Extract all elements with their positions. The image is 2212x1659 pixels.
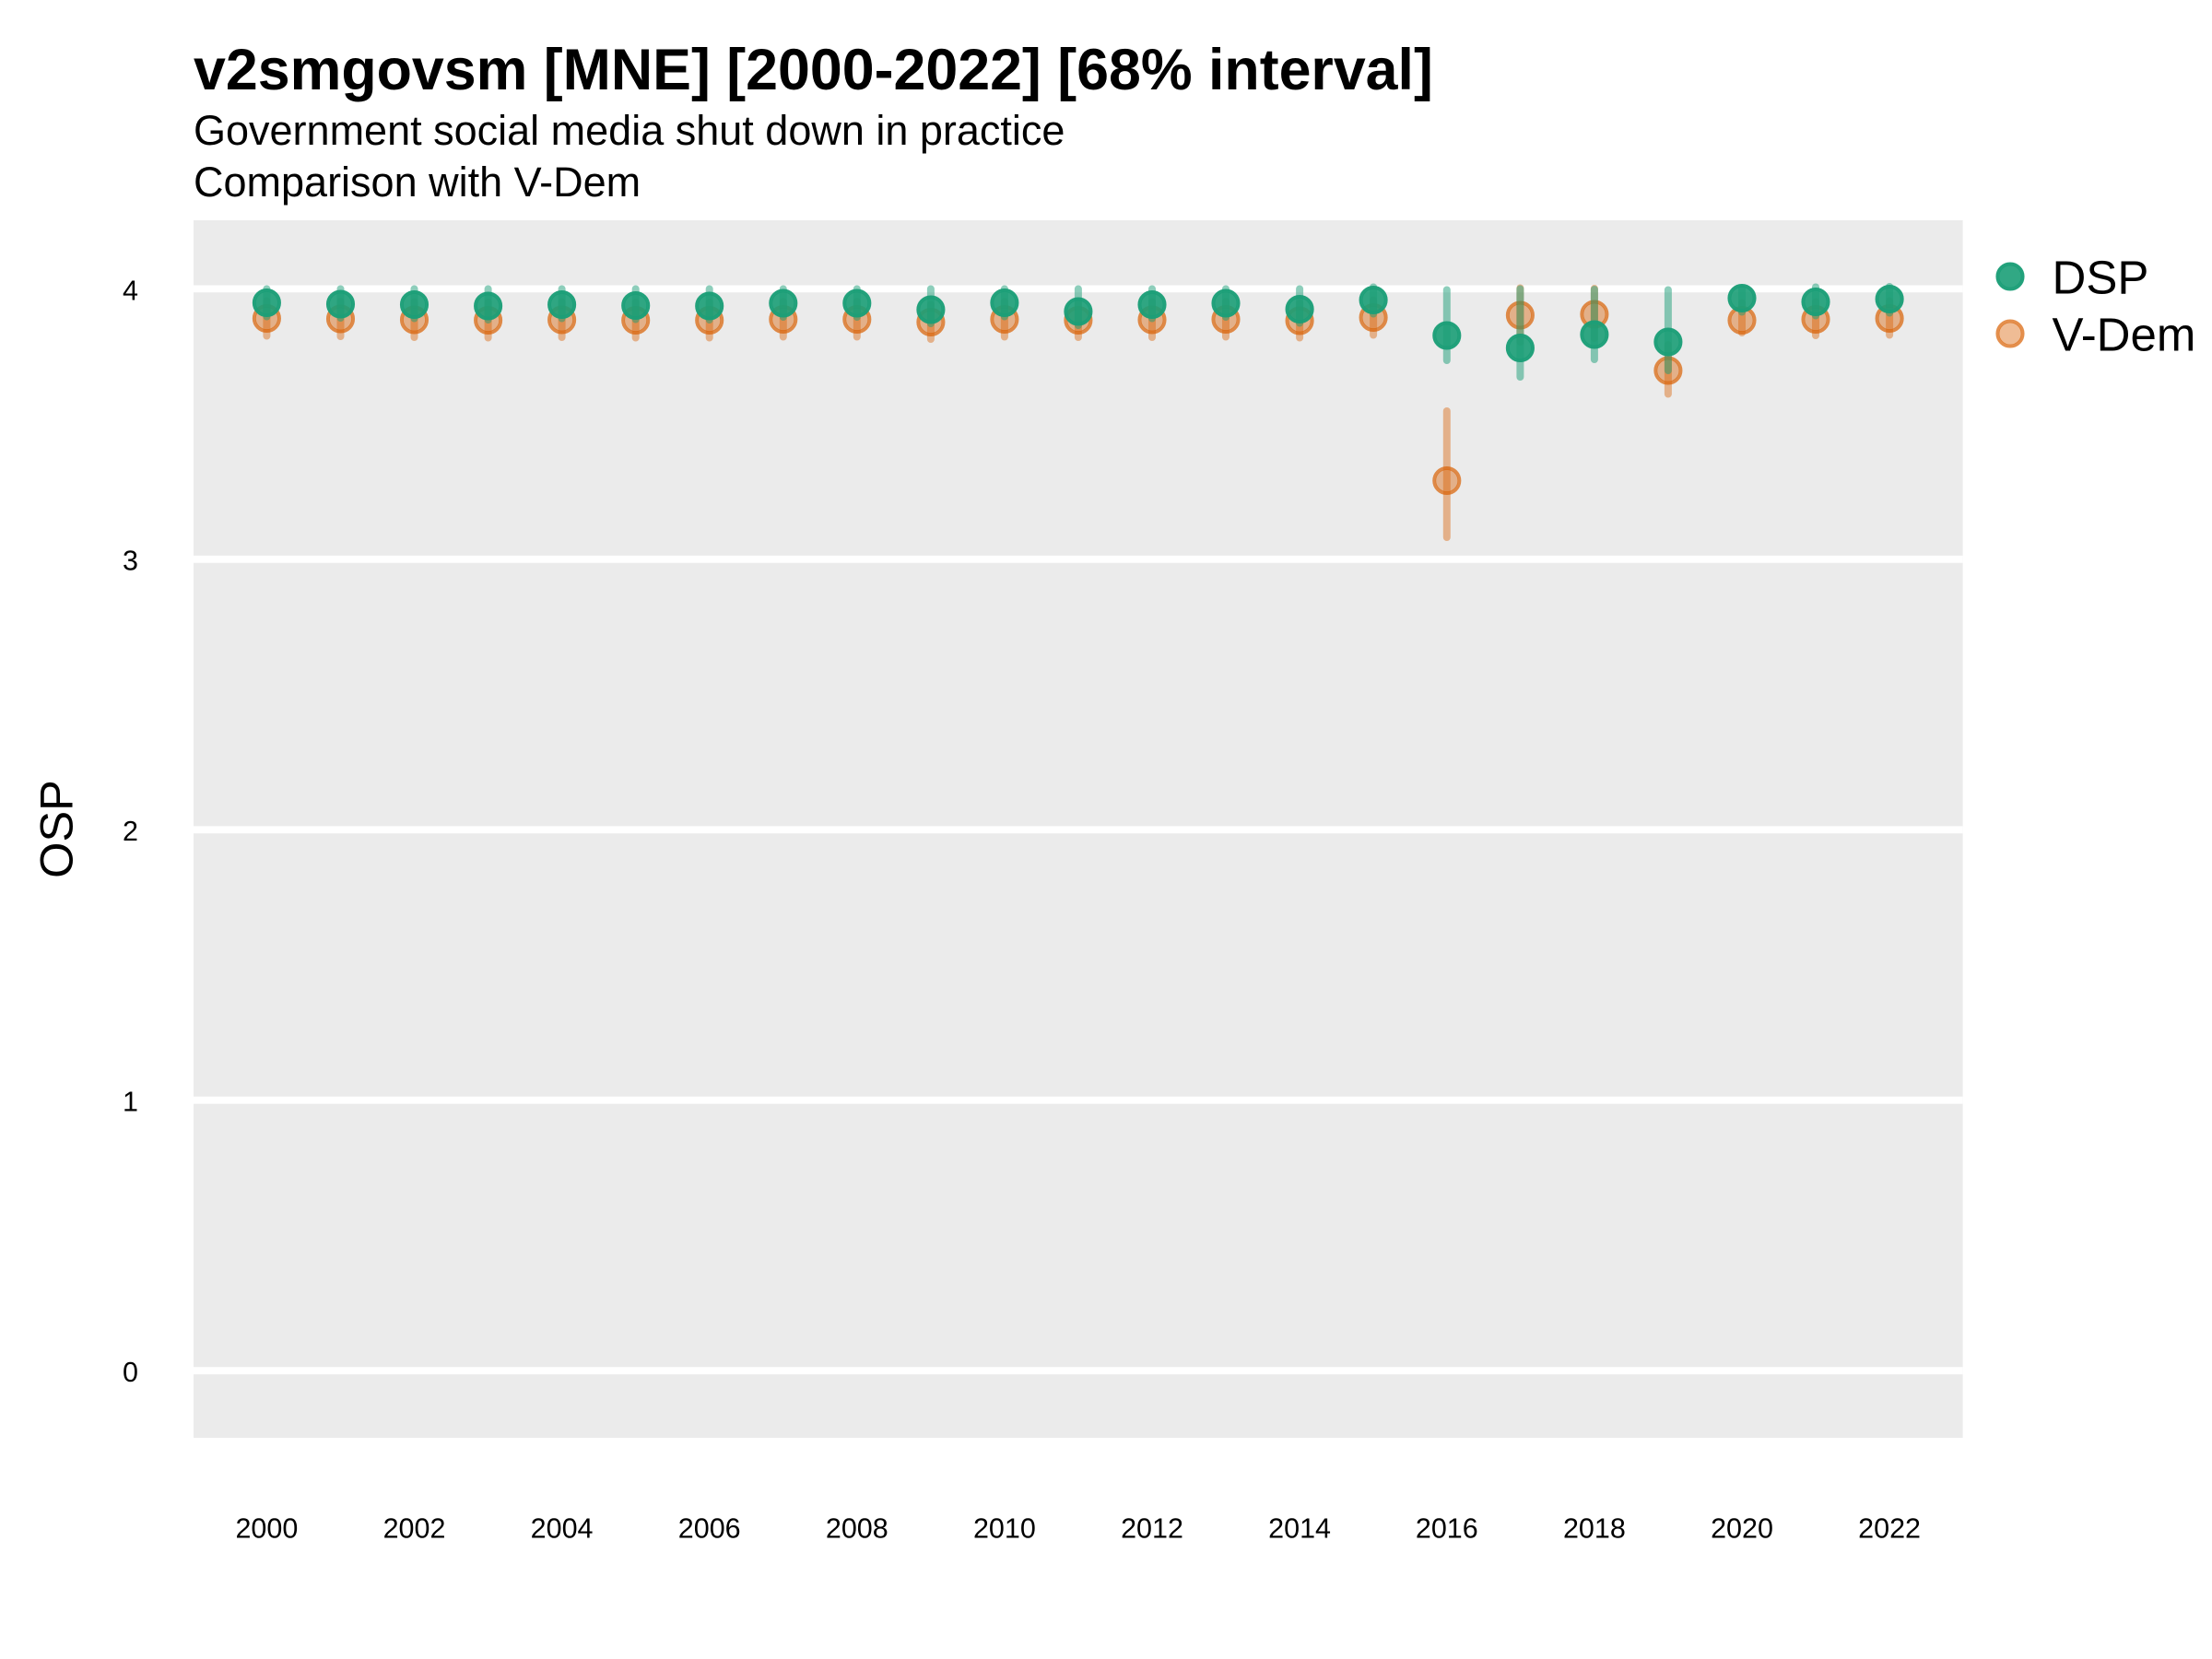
svg-text:3: 3 — [123, 546, 138, 577]
svg-text:v2smgovsm [MNE] [2000-2022] [6: v2smgovsm [MNE] [2000-2022] [68% interva… — [194, 38, 1433, 102]
svg-text:2022: 2022 — [1858, 1513, 1921, 1545]
svg-text:2: 2 — [123, 816, 138, 847]
svg-text:2018: 2018 — [1563, 1513, 1626, 1545]
svg-text:2006: 2006 — [678, 1513, 741, 1545]
svg-text:0: 0 — [123, 1357, 138, 1388]
svg-text:2010: 2010 — [973, 1513, 1036, 1545]
svg-text:OSP: OSP — [30, 780, 83, 878]
svg-text:V-Dem: V-Dem — [2053, 309, 2196, 361]
svg-text:1: 1 — [123, 1087, 138, 1118]
svg-text:Government social media shut d: Government social media shut down in pra… — [194, 107, 1065, 154]
svg-text:2014: 2014 — [1268, 1513, 1331, 1545]
svg-text:2008: 2008 — [826, 1513, 888, 1545]
svg-text:Comparison with V-Dem: Comparison with V-Dem — [194, 159, 641, 206]
svg-text:2004: 2004 — [531, 1513, 594, 1545]
svg-text:2012: 2012 — [1121, 1513, 1183, 1545]
svg-text:2002: 2002 — [383, 1513, 446, 1545]
svg-text:DSP: DSP — [2053, 252, 2149, 304]
svg-text:2020: 2020 — [1711, 1513, 1773, 1545]
svg-text:2000: 2000 — [235, 1513, 298, 1545]
svg-text:4: 4 — [123, 275, 138, 306]
svg-text:2016: 2016 — [1416, 1513, 1478, 1545]
